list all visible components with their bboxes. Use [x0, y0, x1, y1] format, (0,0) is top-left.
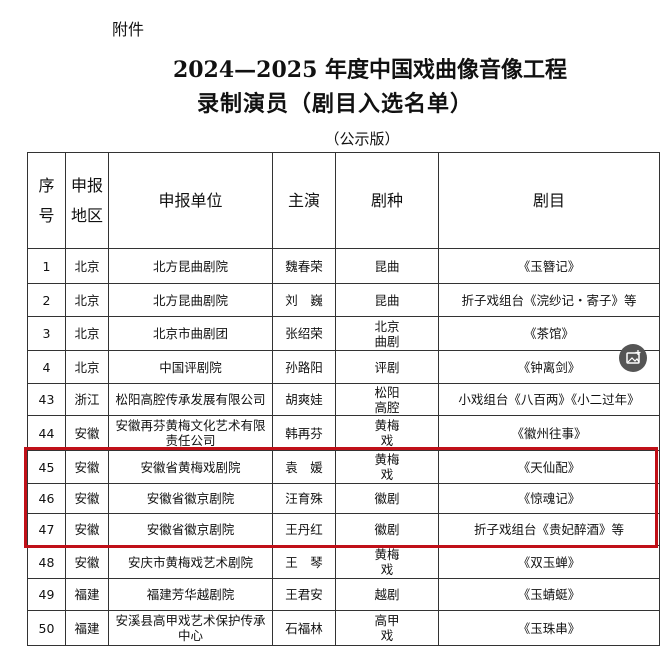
table-cell: 50: [27, 610, 66, 646]
column-header: 剧目: [438, 152, 660, 249]
table-cell: 袁 媛: [272, 450, 336, 484]
table-cell: 北京: [65, 248, 109, 284]
header-text: 序号: [38, 175, 55, 225]
table-cell: 福建: [65, 610, 109, 646]
image-icon-button[interactable]: [619, 344, 647, 372]
table-cell: 安徽省徽京剧院: [108, 483, 273, 514]
table-cell: 49: [27, 578, 66, 611]
table-cell: 刘 巍: [272, 283, 336, 317]
table: 序号 申报地区 申报单位 主演 剧种 剧目 1 北京 北方昆曲剧院 魏春荣 昆曲 《玉簪记》 2 北京北…: [27, 152, 660, 646]
table-cell: 2: [27, 283, 66, 317]
table-cell: 评剧: [335, 350, 439, 384]
column-header: 主演: [272, 152, 336, 249]
table-cell: 45: [27, 450, 66, 484]
icon: [626, 350, 641, 364]
table-cell: 高甲戏: [335, 610, 439, 646]
table-cell: 《玉蜻蜓》: [438, 578, 660, 611]
table-cell: 4: [27, 350, 66, 384]
table-cell: 北京: [65, 283, 109, 317]
table-row: 43 浙江 松阳高腔传承发展有限公司 胡爽娃 松阳高腔 小戏组台《八百两》《小二过年》: [27, 383, 660, 416]
table-row: 3 北京 北京市曲剧团 张绍荣 北京曲剧 《茶馆》: [27, 316, 660, 351]
table-cell: 安溪县高甲戏艺术保护传承中心: [108, 610, 273, 646]
table-cell: 《双玉蝉》: [438, 545, 660, 579]
title: 录制演员（剧目入选名单）: [197, 91, 474, 117]
header-text: 申报单位: [158, 190, 223, 210]
header-text: 申报地区: [70, 175, 103, 225]
header-row: 序号 申报地区 申报单位 主演 剧种 剧目: [27, 152, 660, 249]
table-cell: 福建芳华越剧院: [108, 578, 273, 611]
table-cell: 浙江: [65, 383, 109, 416]
table-cell: 小戏组台《八百两》《小二过年》: [438, 383, 660, 416]
table-cell: 1: [27, 248, 66, 284]
table-row: 2 北京 北方昆曲剧院刘 巍昆曲 折子戏组台《浣纱记・寄子》等: [27, 283, 660, 317]
table-cell: 昆曲: [335, 248, 439, 284]
table-cell: 北京市曲剧团: [108, 316, 273, 351]
table-cell: 王 琴: [272, 545, 336, 579]
table-cell: 《徽州往事》: [438, 415, 660, 451]
table-row: 44 安徽 安徽再芬黄梅文化艺术有限责任公司 韩再芬 黄梅戏 《徽州往事》: [27, 415, 660, 451]
table-cell: 松阳高腔: [335, 383, 439, 416]
table-cell: 昆曲: [335, 283, 439, 317]
column-header: 序号: [27, 152, 66, 249]
table-cell: 安庆市黄梅戏艺术剧院: [108, 545, 273, 579]
table-cell: 47: [27, 513, 66, 546]
table-cell: 北方昆曲剧院: [108, 248, 273, 284]
table-cell: 北京: [65, 316, 109, 351]
table-cell: 韩再芬: [272, 415, 336, 451]
table-cell: 孙路阳: [272, 350, 336, 384]
table-cell: 张绍荣: [272, 316, 336, 351]
table-row: 49 福建 福建芳华越剧院 王君安 越剧 《玉蜻蜓》: [27, 578, 660, 611]
column-header: 剧种: [335, 152, 439, 249]
table-row: 1 北京 北方昆曲剧院 魏春荣 昆曲 《玉簪记》: [27, 248, 660, 284]
table-row: 45 安徽 安徽省黄梅戏剧院袁 媛黄梅戏 《天仙配》: [27, 450, 660, 484]
table-cell: 3: [27, 316, 66, 351]
subtitle: （公示版）: [324, 130, 400, 148]
table-cell: 安徽: [65, 450, 109, 484]
header-text: 剧目: [532, 190, 565, 210]
table-row: 4 北京 中国评剧院 孙路阳 评剧 《钟离剑》: [27, 350, 660, 384]
table-cell: 安徽再芬黄梅文化艺术有限责任公司: [108, 415, 273, 451]
table-cell: 折子戏组台《浣纱记・寄子》等: [438, 283, 660, 317]
table-cell: 《玉簪记》: [438, 248, 660, 284]
table-cell: 安徽: [65, 415, 109, 451]
table-cell: 43: [27, 383, 66, 416]
table-cell: 44: [27, 415, 66, 451]
table-cell: 胡爽娃: [272, 383, 336, 416]
table-row: 50 福建 安溪县高甲戏艺术保护传承中心 石福林 高甲戏 《玉珠串》: [27, 610, 660, 646]
table-cell: 王君安: [272, 578, 336, 611]
table-cell: 安徽: [65, 545, 109, 579]
table-cell: 安徽省黄梅戏剧院: [108, 450, 273, 484]
table-cell: 越剧: [335, 578, 439, 611]
table-cell: 北方昆曲剧院: [108, 283, 273, 317]
column-header: 申报地区: [65, 152, 109, 249]
table-cell: 黄梅戏: [335, 545, 439, 579]
table-cell: 安徽省徽京剧院: [108, 513, 273, 546]
table-cell: 安徽: [65, 483, 109, 514]
attachment-label: 附件: [112, 20, 145, 39]
title: 2024—2025 年度中国戏曲像音像工程: [172, 57, 568, 83]
highlight-box: [24, 447, 658, 548]
header-text: 主演: [287, 190, 320, 210]
table-row: 47 安徽 安徽省徽京剧院 王丹红 徽剧 折子戏组台《贵妃醉酒》等: [27, 513, 660, 546]
table-cell: 《惊魂记》: [438, 483, 660, 514]
table-cell: 中国评剧院: [108, 350, 273, 384]
table-cell: 魏春荣: [272, 248, 336, 284]
table-cell: 福建: [65, 578, 109, 611]
table-cell: 《玉珠串》: [438, 610, 660, 646]
table-cell: 北京曲剧: [335, 316, 439, 351]
table-cell: 石福林: [272, 610, 336, 646]
table-cell: 折子戏组台《贵妃醉酒》等: [438, 513, 660, 546]
table-row: 48 安徽 安庆市黄梅戏艺术剧院王 琴黄梅戏 《双玉蝉》: [27, 545, 660, 579]
table-cell: 松阳高腔传承发展有限公司: [108, 383, 273, 416]
table-cell: 黄梅戏: [335, 415, 439, 451]
column-header: 申报单位: [108, 152, 273, 249]
table-cell: 王丹红: [272, 513, 336, 546]
header-text: 剧种: [370, 190, 403, 210]
table-cell: 48: [27, 545, 66, 579]
table-cell: 北京: [65, 350, 109, 384]
